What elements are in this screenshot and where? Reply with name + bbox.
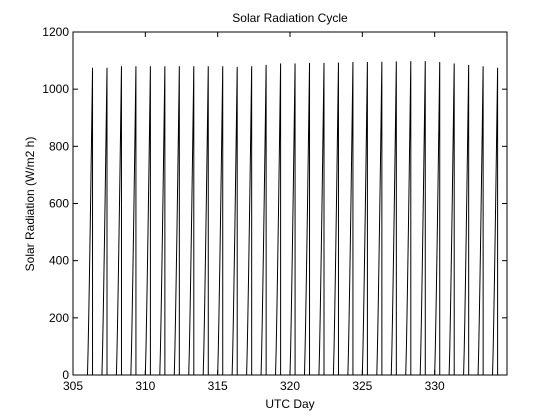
x-tick-label: 325 xyxy=(352,379,372,393)
y-tick-label: 0 xyxy=(62,368,69,382)
ticks-layer: 305 310 315 320 325 330 0 200 400 600 800 1000 1200 xyxy=(42,25,507,393)
y-tick-label: 400 xyxy=(49,254,69,268)
chart-title: Solar Radiation Cycle xyxy=(232,11,348,25)
x-tick-label: 320 xyxy=(280,379,300,393)
y-tick-label: 1200 xyxy=(42,25,69,39)
x-tick-label: 330 xyxy=(425,379,445,393)
x-tick-label: 315 xyxy=(208,379,228,393)
y-tick-label: 200 xyxy=(49,311,69,325)
plot-area xyxy=(73,32,507,375)
y-tick-label: 1000 xyxy=(42,82,69,96)
x-axis-label: UTC Day xyxy=(265,397,314,411)
x-tick-label: 310 xyxy=(135,379,155,393)
y-tick-label: 600 xyxy=(49,197,69,211)
y-tick-label: 800 xyxy=(49,139,69,153)
x-tick-label: 305 xyxy=(63,379,83,393)
y-axis-label: Solar Radiation (W/m2 h) xyxy=(23,137,37,272)
